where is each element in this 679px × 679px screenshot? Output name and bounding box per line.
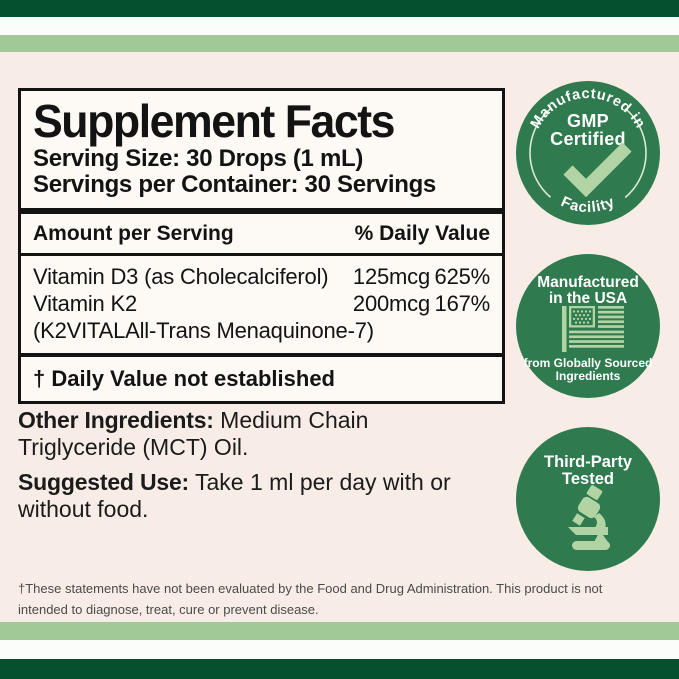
- made-in-usa-badge: Manufactured in the USA: [516, 254, 660, 398]
- nutrient-amount: 125mcg: [352, 263, 430, 289]
- fda-disclaimer: †These statements have not been evaluate…: [18, 581, 603, 617]
- nutrient-table: Vitamin D3 (as Cholecalciferol) 125mcg 6…: [21, 252, 502, 353]
- badge-line1: GMP: [567, 111, 609, 131]
- nutrient-name: Vitamin D3 (as Cholecalciferol): [33, 263, 329, 289]
- servings-per-container: Servings per Container: 30 Servings: [33, 170, 436, 198]
- daily-value-header: % Daily Value: [354, 221, 490, 245]
- panel-title: Supplement Facts: [33, 95, 395, 147]
- bottom-light-green-band: [0, 622, 679, 640]
- nutrient-name: (K2VITALAll-Trans Menaquinone-7): [33, 317, 374, 343]
- nutrient-daily-value: 625%: [434, 263, 491, 289]
- nutrient-amount: 200mcg: [352, 290, 430, 316]
- third-party-badge-graphic: Third-Party Tested: [516, 427, 660, 571]
- supplement-facts-panel: Supplement Facts Serving Size: 30 Drops …: [18, 88, 505, 404]
- panel-header: Supplement Facts Serving Size: 30 Drops …: [21, 91, 502, 208]
- third-party-tested-badge: Third-Party Tested: [516, 427, 660, 571]
- badge-arc-bottom-text: Facility: [558, 193, 617, 216]
- badge-line2: Tested: [562, 470, 614, 488]
- badge-line2: Certified: [550, 129, 626, 149]
- bottom-white-band: [0, 640, 679, 659]
- badge-line1: Third-Party: [544, 453, 633, 471]
- badge-sub-line2: Ingredients: [556, 369, 621, 383]
- suggested-use-text: Take 1 ml per day with or without food.: [18, 469, 451, 522]
- gmp-badge-graphic: Manufactured in GMP Certified Facility: [516, 81, 660, 225]
- bottom-dark-green-band: [0, 659, 679, 679]
- serving-size: Serving Size: 30 Drops (1 mL): [33, 144, 364, 172]
- badge-line1: Manufactured: [537, 274, 639, 291]
- suggested-use-label: Suggested Use:: [18, 469, 190, 495]
- column-header-row: Amount per Serving % Daily Value: [21, 207, 502, 253]
- table-row: Vitamin K2 200mcg 167%: [33, 290, 490, 317]
- usa-flag-icon: [562, 306, 624, 352]
- gmp-certified-badge: Manufactured in GMP Certified Facility: [516, 81, 660, 225]
- top-dark-green-band: [0, 0, 679, 17]
- table-row: Vitamin D3 (as Cholecalciferol) 125mcg 6…: [33, 263, 490, 290]
- checkmark-icon: [563, 142, 632, 198]
- other-ingredients: Other Ingredients: Medium Chain Triglyce…: [18, 407, 470, 460]
- badge-circle: [516, 81, 660, 225]
- usa-badge-graphic: Manufactured in the USA: [516, 254, 660, 398]
- other-ingredients-text: Medium Chain Triglyceride (MCT) Oil.: [18, 407, 369, 460]
- nutrient-name: Vitamin K2: [33, 290, 137, 316]
- amount-per-serving-header: Amount per Serving: [33, 221, 234, 245]
- badge-sub-line1: from Globally Sourced: [524, 356, 653, 370]
- microscope-icon: [568, 485, 610, 550]
- badge-line2: in the USA: [549, 290, 627, 307]
- nutrient-daily-value: 167%: [434, 290, 491, 316]
- top-light-green-band: [0, 35, 679, 52]
- daily-value-footnote: † Daily Value not established: [21, 352, 502, 401]
- top-white-band: [0, 17, 679, 35]
- table-row: (K2VITALAll-Trans Menaquinone-7): [33, 317, 490, 344]
- other-ingredients-label: Other Ingredients:: [18, 407, 214, 433]
- suggested-use: Suggested Use: Take 1 ml per day with or…: [18, 469, 480, 522]
